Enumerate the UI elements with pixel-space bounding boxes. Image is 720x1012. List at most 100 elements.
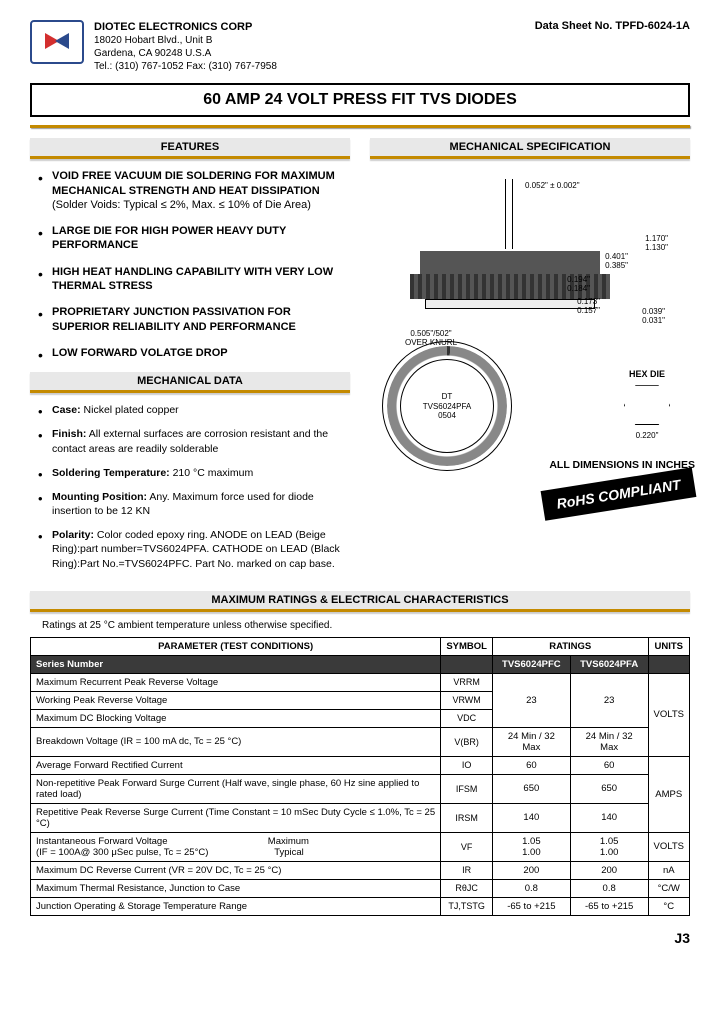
header-left: DIOTEC ELECTRONICS CORP 18020 Hobart Blv… — [30, 20, 277, 73]
mechdata-label: Finish: — [52, 428, 86, 440]
mechspec-header: MECHANICAL SPECIFICATION — [370, 138, 690, 159]
cell-symbol: TJ,TSTG — [441, 897, 493, 915]
series-row: Series Number TVS6024PFC TVS6024PFA — [31, 655, 690, 673]
title-bar: 60 AMP 24 VOLT PRESS FIT TVS DIODES — [30, 83, 690, 117]
maxratings-header: MAXIMUM RATINGS & ELECTRICAL CHARACTERIS… — [30, 591, 690, 612]
mechdata-text: Nickel plated copper — [81, 404, 179, 416]
table-row: Maximum Recurrent Peak Reverse VoltageVR… — [31, 673, 690, 691]
cell-v2: 1.05 1.00 — [570, 832, 648, 861]
th-parameter: PARAMETER (TEST CONDITIONS) — [31, 637, 441, 655]
cell-symbol: RθJC — [441, 879, 493, 897]
dim-lead-dia: 0.052" ± 0.002" — [525, 181, 580, 190]
hex-die-drawing: HEX DIE 0.220" — [624, 369, 670, 440]
company-logo — [30, 20, 84, 64]
cell-symbol: VRRM — [441, 673, 493, 691]
mechdata-item: Soldering Temperature: 210 °C maximum — [38, 466, 350, 480]
table-row: Non-repetitive Peak Forward Surge Curren… — [31, 774, 690, 803]
cell-param: Maximum Recurrent Peak Reverse Voltage — [31, 673, 441, 691]
cell-v2: 23 — [570, 673, 648, 727]
mechdata-label: Polarity: — [52, 529, 94, 541]
dim-hex: 0.220" — [624, 431, 670, 440]
cell-unit: °C/W — [648, 879, 689, 897]
lead-wire — [505, 179, 513, 249]
table-row: Junction Operating & Storage Temperature… — [31, 897, 690, 915]
ratings-table: PARAMETER (TEST CONDITIONS) SYMBOL RATIN… — [30, 637, 690, 916]
datasheet-number: Data Sheet No. TPFD-6024-1A — [535, 20, 690, 32]
dim-base: 0.039" 0.031" — [642, 307, 665, 325]
series-col1: TVS6024PFC — [492, 655, 570, 673]
cell-unit: AMPS — [648, 756, 689, 832]
feature-item: PROPRIETARY JUNCTION PASSIVATION FOR SUP… — [38, 305, 350, 334]
feature-title: PROPRIETARY JUNCTION PASSIVATION FOR SUP… — [52, 306, 296, 332]
series-label: Series Number — [31, 655, 441, 673]
left-column: FEATURES VOID FREE VACUUM DIE SOLDERING … — [30, 138, 350, 581]
cell-symbol: IRSM — [441, 803, 493, 832]
features-header: FEATURES — [30, 138, 350, 159]
cell-v2: 650 — [570, 774, 648, 803]
cap-base — [425, 299, 595, 309]
cell-symbol: IO — [441, 756, 493, 774]
right-column: MECHANICAL SPECIFICATION 0.052" ± 0.002"… — [370, 138, 690, 581]
series-units-blank — [648, 655, 689, 673]
cell-param: Junction Operating & Storage Temperature… — [31, 897, 441, 915]
feature-item: HIGH HEAT HANDLING CAPABILITY WITH VERY … — [38, 265, 350, 294]
series-blank — [441, 655, 493, 673]
hexagon-icon — [624, 385, 670, 425]
dim-shoulder2: 0.173" 0.157" — [577, 297, 600, 315]
th-units: UNITS — [648, 637, 689, 655]
company-contact: Tel.: (310) 767-1052 Fax: (310) 767-7958 — [94, 60, 277, 73]
feature-item: LOW FORWARD VOLATGE DROP — [38, 346, 350, 360]
cell-v1: 60 — [492, 756, 570, 774]
cell-param: Repetitive Peak Reverse Surge Current (T… — [31, 803, 441, 832]
company-addr1: 18020 Hobart Blvd., Unit B — [94, 34, 277, 47]
company-name: DIOTEC ELECTRONICS CORP — [94, 20, 277, 34]
side-view-drawing: 0.052" ± 0.002" 1.170" 1.130" 0.401" 0.3… — [390, 179, 650, 329]
cell-symbol: VF — [441, 832, 493, 861]
dim-height: 1.170" 1.130" — [645, 234, 668, 252]
cell-param: Non-repetitive Peak Forward Surge Curren… — [31, 774, 441, 803]
cell-symbol: IR — [441, 861, 493, 879]
top-view-drawing: DT TVS6024PFA 0504 — [380, 339, 520, 479]
cell-v1: 23 — [492, 673, 570, 727]
header: DIOTEC ELECTRONICS CORP 18020 Hobart Blv… — [30, 20, 690, 73]
mechanical-diagram: 0.052" ± 0.002" 1.170" 1.130" 0.401" 0.3… — [370, 169, 690, 519]
company-info: DIOTEC ELECTRONICS CORP 18020 Hobart Blv… — [94, 20, 277, 73]
rohs-badge: RoHS COMPLIANT — [540, 467, 696, 521]
ratings-tbody: Series Number TVS6024PFC TVS6024PFA Maxi… — [31, 655, 690, 915]
hex-label: HEX DIE — [624, 369, 670, 379]
cell-v1: 200 — [492, 861, 570, 879]
cell-v1: 650 — [492, 774, 570, 803]
cell-param: Maximum DC Blocking Voltage — [31, 709, 441, 727]
table-row: Instantaneous Forward Voltage Maximum (I… — [31, 832, 690, 861]
cell-v2: 140 — [570, 803, 648, 832]
cell-symbol: VDC — [441, 709, 493, 727]
table-row: Maximum Thermal Resistance, Junction to … — [31, 879, 690, 897]
part-marking: DT TVS6024PFA 0504 — [400, 359, 494, 453]
cell-unit: °C — [648, 897, 689, 915]
ratings-thead: PARAMETER (TEST CONDITIONS) SYMBOL RATIN… — [31, 637, 690, 655]
feature-title: LARGE DIE FOR HIGH POWER HEAVY DUTY PERF… — [52, 225, 286, 251]
mechdata-label: Soldering Temperature: — [52, 467, 170, 479]
cell-v1: 24 Min / 32 Max — [492, 727, 570, 756]
mechdata-list: Case: Nickel plated copperFinish: All ex… — [30, 403, 350, 571]
marking-text: DT TVS6024PFA 0504 — [423, 392, 471, 421]
cell-v1: 0.8 — [492, 879, 570, 897]
cell-symbol: VRWM — [441, 691, 493, 709]
mechdata-text: 210 °C maximum — [170, 467, 254, 479]
cell-v2: -65 to +215 — [570, 897, 648, 915]
feature-title: LOW FORWARD VOLATGE DROP — [52, 347, 228, 359]
page-number: J3 — [30, 930, 690, 946]
dim-cap-h: 0.401" 0.385" — [605, 252, 628, 270]
table-row: Breakdown Voltage (IR = 100 mA dc, Tc = … — [31, 727, 690, 756]
series-col2: TVS6024PFA — [570, 655, 648, 673]
dim-shoulder1: 0.194" 0.184" — [567, 275, 590, 293]
cell-param: Breakdown Voltage (IR = 100 mA dc, Tc = … — [31, 727, 441, 756]
cell-v1: -65 to +215 — [492, 897, 570, 915]
cell-symbol: V(BR) — [441, 727, 493, 756]
cell-param: Average Forward Rectified Current — [31, 756, 441, 774]
cell-unit: nA — [648, 861, 689, 879]
feature-title: VOID FREE VACUUM DIE SOLDERING FOR MAXIM… — [52, 170, 335, 196]
two-column-layout: FEATURES VOID FREE VACUUM DIE SOLDERING … — [30, 138, 690, 581]
mechdata-item: Finish: All external surfaces are corros… — [38, 427, 350, 455]
feature-title: HIGH HEAT HANDLING CAPABILITY WITH VERY … — [52, 266, 333, 292]
